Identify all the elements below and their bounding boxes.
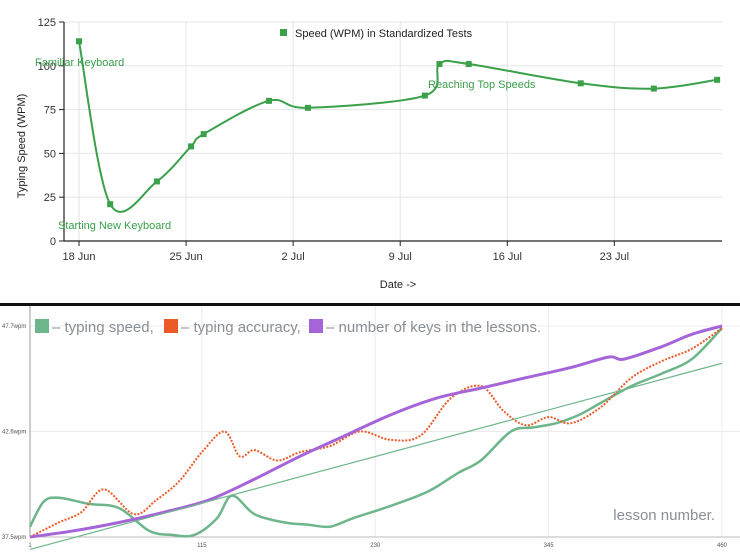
data-points [76, 38, 721, 208]
x-tick-labels: 1 115 230 345 460 [28, 543, 727, 549]
x-tick-label: 23 Jul [600, 251, 629, 263]
x-tick-label: 345 [544, 543, 555, 549]
x-tick-labels: 18 Jun 25 Jun 2 Jul 9 Jul 16 Jul 23 Jul [62, 251, 629, 263]
legend-marker [280, 29, 287, 36]
y-tick-label: 75 [44, 105, 56, 117]
x-tick-label: 16 Jul [493, 251, 522, 263]
speed-chart-panel: 0 25 50 75 100 125 18 Jun 25 Jun 2 Jul 9 Jul 16 J… [16, 17, 722, 291]
x-tick-label: 115 [197, 543, 207, 549]
data-point [153, 178, 160, 185]
y-tick-label: 37.5wpm [2, 535, 26, 541]
grid [59, 21, 722, 246]
x-tick-label: 460 [717, 543, 728, 549]
legend-marker-keys [309, 319, 323, 333]
legend-marker-accuracy [164, 319, 178, 333]
x-tick-label: 230 [370, 543, 381, 549]
data-point [465, 61, 472, 68]
x-tick-label: 18 Jun [62, 251, 95, 263]
x-axis-title: Date -> [380, 279, 416, 291]
series-group [28, 324, 723, 550]
lesson-chart-panel: 37.5wpm 42.6wpm 47.7wpm 1 115 230 345 460 – ty… [0, 306, 740, 555]
data-point [714, 76, 721, 83]
data-point [265, 97, 272, 104]
axes [63, 22, 722, 242]
y-tick-label: 100 [38, 61, 56, 73]
data-point [577, 80, 584, 87]
lesson-chart: 37.5wpm 42.6wpm 47.7wpm 1 115 230 345 460 – ty… [2, 306, 740, 550]
data-point [421, 92, 428, 99]
data-point [188, 143, 195, 150]
y-tick-label: 25 [44, 192, 56, 204]
speed-chart: 0 25 50 75 100 125 18 Jun 25 Jun 2 Jul 9 Jul 16 J… [16, 17, 722, 291]
x-tick-label: 25 Jun [170, 251, 203, 263]
y-tick-label: 125 [38, 17, 56, 29]
y-axis-title: Typing Speed (WPM) [16, 94, 28, 199]
annotation-starting-new-keyboard: Starting New Keyboard [58, 220, 171, 232]
legend-text: Speed (WPM) in Standardized Tests [295, 28, 473, 40]
y-tick-label: 50 [44, 148, 56, 160]
x-tick-label: 9 Jul [389, 251, 412, 263]
legend-text-speed: – typing speed, [52, 319, 154, 336]
legend-text-keys: – number of keys in the lessons. [326, 319, 541, 336]
y-tick-labels: 0 25 50 75 100 125 [38, 17, 56, 248]
data-point [107, 201, 114, 208]
data-point [304, 104, 311, 111]
trend-line [29, 362, 723, 550]
x-tick-label: 1 [28, 543, 32, 549]
legend-text-accuracy: – typing accuracy, [181, 319, 301, 336]
speed-line [78, 41, 718, 213]
x-axis-title: lesson number. [613, 507, 715, 524]
data-point [200, 131, 207, 138]
legend-marker-speed [35, 319, 49, 333]
keys-count-line [29, 324, 723, 539]
y-tick-label: 42.6wpm [2, 430, 26, 436]
y-tick-label: 47.7wpm [2, 324, 26, 330]
y-tick-labels: 37.5wpm 42.6wpm 47.7wpm [2, 324, 26, 541]
grid [29, 306, 740, 538]
data-point [436, 61, 443, 68]
annotation-reaching-top-speeds: Reaching Top Speeds [428, 79, 536, 91]
data-point [650, 85, 657, 92]
y-tick-label: 0 [50, 236, 56, 248]
x-tick-label: 2 Jul [282, 251, 305, 263]
legend: – typing speed, – typing accuracy, – num… [35, 319, 541, 336]
data-point [76, 38, 82, 45]
annotation-familiar-keyboard: Familiar Keyboard [35, 57, 124, 69]
panel-divider [0, 303, 740, 306]
